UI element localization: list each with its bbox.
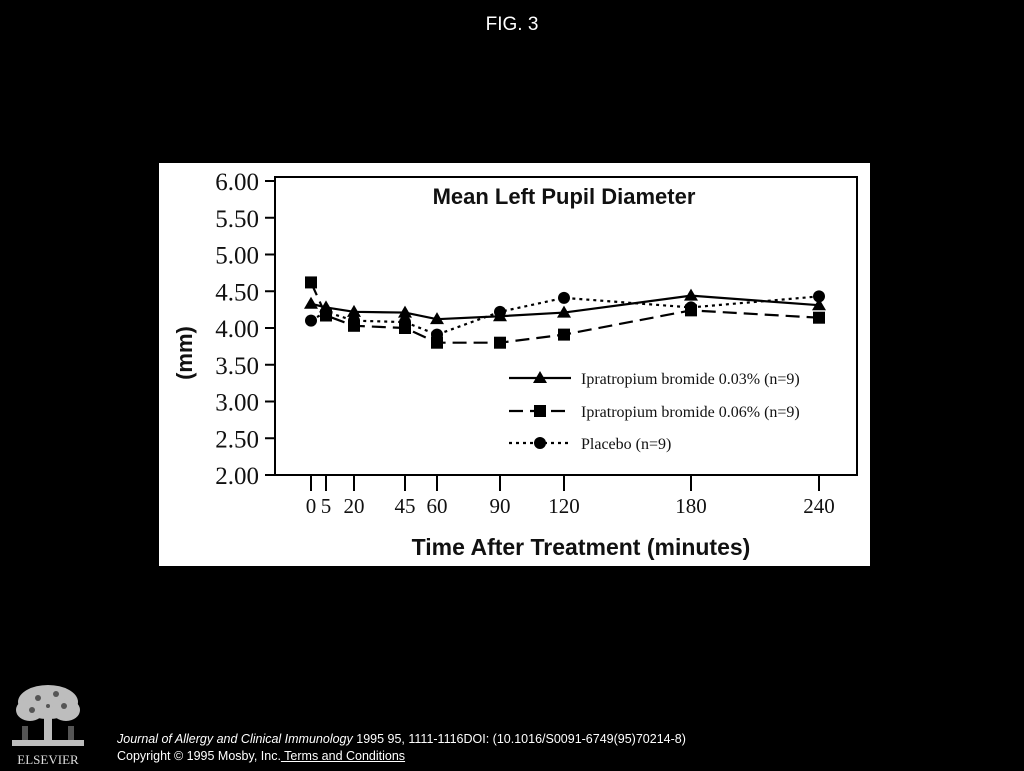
data-point bbox=[305, 314, 317, 327]
data-point bbox=[813, 290, 825, 303]
citation-line: Journal of Allergy and Clinical Immunolo… bbox=[117, 731, 686, 748]
x-tick-label: 240 bbox=[803, 494, 835, 518]
y-axis-ticks: 2.00 2.50 3.00 3.50 4.00 4.50 5.00 5.50 6.00 bbox=[215, 169, 275, 490]
data-point bbox=[684, 288, 698, 301]
data-point bbox=[558, 291, 570, 304]
x-axis-label: Time After Treatment (minutes) bbox=[412, 534, 751, 560]
data-point bbox=[431, 328, 443, 341]
data-point bbox=[347, 304, 361, 317]
line-chart: Mean Left Pupil Diameter (mm) Time After… bbox=[172, 169, 858, 560]
y-tick-label: 4.00 bbox=[215, 316, 259, 343]
legend-marker bbox=[533, 371, 547, 383]
x-axis-ticks: 0 5 20 45 60 90 120 180 240 bbox=[306, 475, 835, 518]
data-point bbox=[812, 298, 826, 311]
x-tick-label: 20 bbox=[344, 494, 365, 518]
chart-panel: Mean Left Pupil Diameter (mm) Time After… bbox=[159, 163, 870, 566]
data-point bbox=[685, 301, 697, 314]
x-tick-label: 90 bbox=[490, 494, 511, 518]
legend: Ipratropium bromide 0.03% (n=9) Ipratropi… bbox=[509, 371, 800, 453]
y-tick-label: 3.00 bbox=[215, 390, 259, 417]
plot-frame bbox=[274, 176, 858, 476]
legend-marker bbox=[534, 405, 546, 417]
citation-details: 1995 95, 1111-1116DOI: (10.1016/S0091-67… bbox=[352, 732, 686, 746]
y-tick-label: 3.50 bbox=[215, 353, 259, 380]
data-point bbox=[399, 316, 411, 329]
x-tick-label: 5 bbox=[321, 494, 332, 518]
copyright-line: Copyright © 1995 Mosby, Inc. Terms and C… bbox=[117, 748, 686, 765]
data-point bbox=[494, 305, 506, 318]
data-point bbox=[320, 305, 332, 318]
data-point bbox=[304, 296, 318, 309]
series-layer bbox=[304, 276, 826, 349]
x-tick-label: 180 bbox=[675, 494, 707, 518]
y-tick-label: 2.00 bbox=[215, 463, 259, 490]
y-tick-label: 4.50 bbox=[215, 279, 259, 306]
x-tick-label: 45 bbox=[395, 494, 416, 518]
data-point bbox=[305, 276, 317, 289]
data-point bbox=[348, 314, 360, 327]
y-tick-label: 5.00 bbox=[215, 243, 259, 270]
y-tick-label: 2.50 bbox=[215, 426, 259, 453]
data-point bbox=[813, 311, 825, 324]
data-point bbox=[494, 336, 506, 349]
y-axis-label: (mm) bbox=[172, 326, 197, 380]
legend-label: Ipratropium bromide 0.06% (n=9) bbox=[581, 404, 800, 421]
chart-title: Mean Left Pupil Diameter bbox=[433, 184, 696, 209]
x-tick-label: 0 bbox=[306, 494, 317, 518]
legend-label: Placebo (n=9) bbox=[581, 436, 671, 453]
data-point bbox=[430, 312, 444, 325]
citation-footer: Journal of Allergy and Clinical Immunolo… bbox=[117, 731, 686, 765]
logo-text: ELSEVIER bbox=[17, 752, 79, 766]
data-point bbox=[398, 305, 412, 318]
series-3 bbox=[305, 290, 825, 341]
legend-marker bbox=[534, 437, 546, 449]
y-tick-label: 5.50 bbox=[215, 206, 259, 233]
legend-entry: Ipratropium bromide 0.03% (n=9) bbox=[509, 371, 800, 388]
journal-name: Journal of Allergy and Clinical Immunolo… bbox=[117, 732, 353, 746]
legend-label: Ipratropium bromide 0.03% (n=9) bbox=[581, 371, 800, 388]
data-point bbox=[557, 305, 571, 318]
y-tick-label: 6.00 bbox=[215, 169, 259, 196]
figure-label: FIG. 3 bbox=[485, 14, 539, 35]
terms-link[interactable]: Terms and Conditions bbox=[280, 749, 406, 763]
elsevier-tree-icon: ELSEVIER bbox=[8, 680, 88, 767]
data-point bbox=[558, 328, 570, 341]
copyright-text: Copyright © 1995 Mosby, Inc. bbox=[117, 749, 281, 763]
elsevier-logo: ELSEVIER bbox=[8, 680, 88, 767]
x-tick-label: 120 bbox=[548, 494, 580, 518]
legend-entry: Ipratropium bromide 0.06% (n=9) bbox=[509, 404, 800, 421]
x-tick-label: 60 bbox=[427, 494, 448, 518]
legend-entry: Placebo (n=9) bbox=[509, 436, 671, 453]
